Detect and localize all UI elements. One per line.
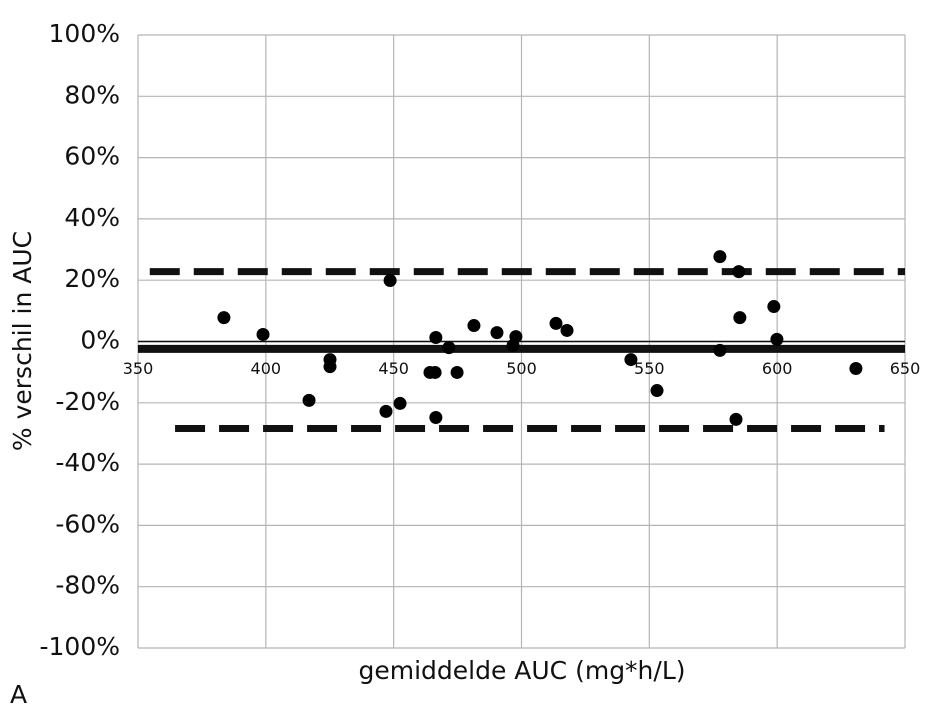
data-point (428, 365, 442, 379)
data-point (624, 353, 638, 367)
y-tick-label: 60% (64, 142, 120, 171)
data-point (650, 384, 664, 398)
data-point (849, 361, 863, 375)
data-point (429, 411, 443, 425)
data-point (770, 332, 784, 346)
data-point (256, 327, 270, 341)
x-tick-label: 650 (890, 359, 921, 378)
x-tick-label: 550 (634, 359, 665, 378)
y-tick-label: -40% (55, 448, 120, 477)
y-tick-label: 100% (49, 19, 120, 48)
data-point (713, 343, 727, 357)
data-point (442, 341, 456, 355)
data-point (379, 404, 393, 418)
x-tick-label: 600 (762, 359, 793, 378)
data-point (549, 316, 563, 330)
y-tick-label: 20% (64, 264, 120, 293)
y-tick-label: 40% (64, 203, 120, 232)
data-point (713, 250, 727, 264)
data-point (733, 311, 747, 325)
y-tick-label: -80% (55, 571, 120, 600)
data-point (729, 412, 743, 426)
x-axis-title: gemiddelde AUC (mg*h/L) (358, 656, 685, 685)
y-axis-title: % verschil in AUC (8, 231, 37, 451)
data-point (767, 300, 781, 314)
x-tick-label: 450 (378, 359, 409, 378)
data-point (323, 360, 337, 374)
x-tick-label: 400 (251, 359, 282, 378)
data-point (429, 331, 443, 345)
data-point (383, 274, 397, 288)
y-tick-label: -60% (55, 509, 120, 538)
y-tick-label: 0% (80, 326, 120, 355)
data-point (509, 330, 523, 344)
x-tick-label: 500 (506, 359, 537, 378)
y-tick-label: 80% (64, 80, 120, 109)
panel-label: A (10, 680, 27, 709)
data-point (393, 396, 407, 410)
data-point (302, 393, 316, 407)
data-point (490, 326, 504, 340)
y-tick-label: -20% (55, 387, 120, 416)
x-tick-label: 350 (123, 359, 154, 378)
data-point (217, 311, 231, 325)
y-tick-label: -100% (40, 632, 121, 661)
data-point (450, 365, 464, 379)
data-point (732, 265, 746, 279)
data-point (467, 319, 481, 333)
data-point (560, 323, 574, 337)
